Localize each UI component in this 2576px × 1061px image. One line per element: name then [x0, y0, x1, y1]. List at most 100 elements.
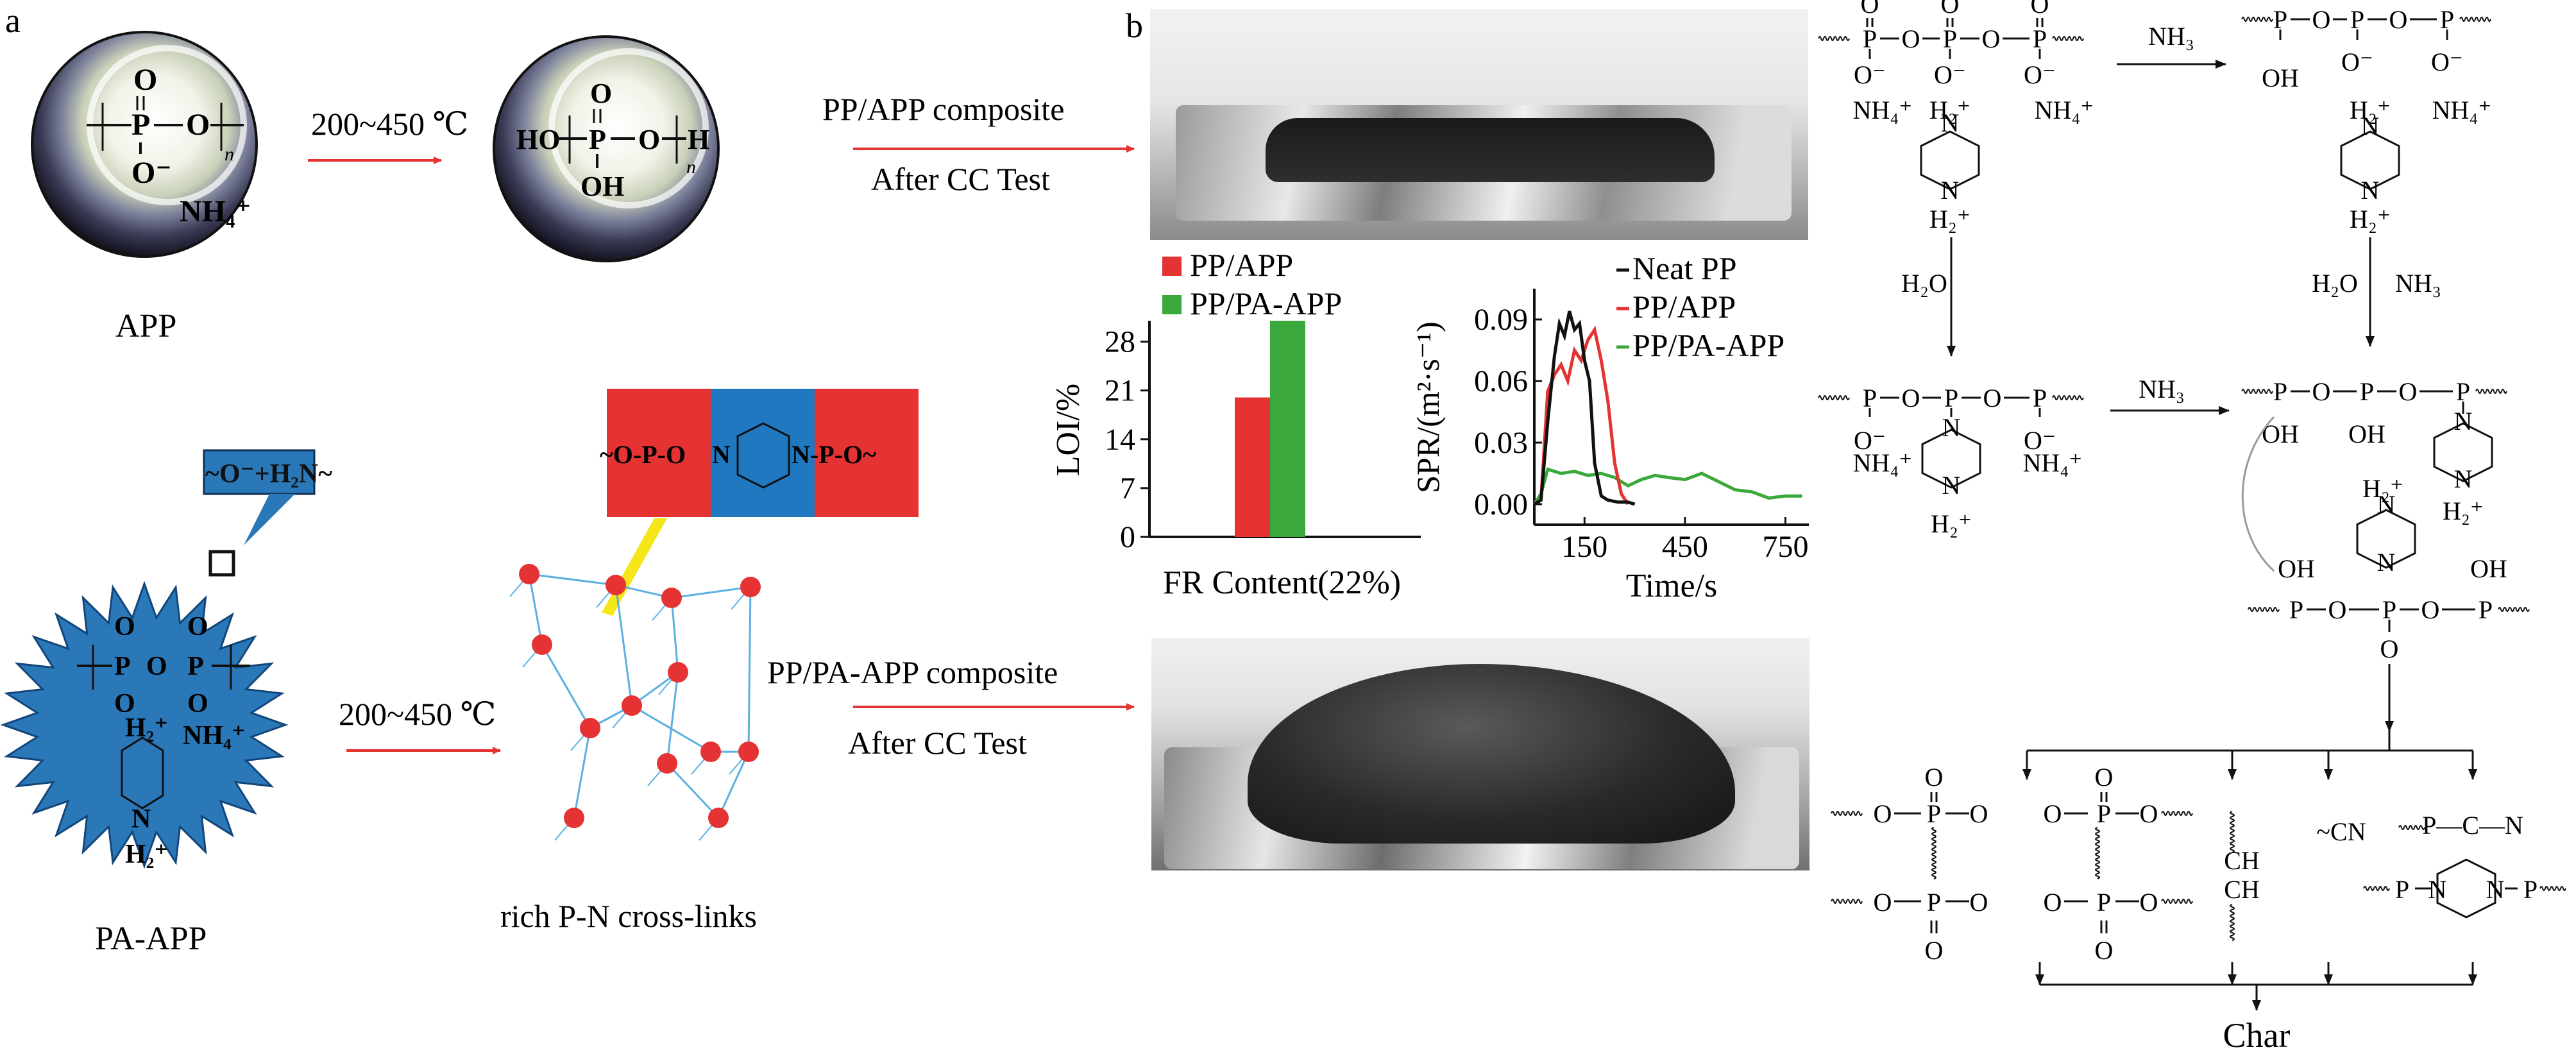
- mech-text: N: [1941, 176, 1960, 205]
- mech-text: N: [2486, 875, 2505, 904]
- svg-text:O: O: [133, 63, 157, 97]
- mech-wavy: [2459, 17, 2491, 22]
- line-y-tick-label: 0.06: [1474, 364, 1528, 398]
- bar-legend-swatch: [1162, 295, 1182, 314]
- app-heated-sphere: [493, 35, 720, 262]
- mech-text: N: [2428, 875, 2447, 904]
- line-legend-label: Neat PP: [1632, 250, 1737, 286]
- char-layer: [1266, 118, 1715, 182]
- network-edge: [670, 597, 679, 673]
- oxygen: O: [2399, 377, 2418, 406]
- mech-nh3-label: NH₃: [2139, 375, 2185, 403]
- panel-b-label: b: [1126, 6, 1143, 45]
- piperazine-ring: [2433, 422, 2493, 482]
- bar-pp-pa-app: [1270, 321, 1305, 537]
- mech-wavy: [2052, 395, 2084, 400]
- spr-line-chart: 0.00 0.03 0.06 0.09 150 450 750 SPR/(m²·s⁻¹) Tim…: [1410, 250, 1809, 604]
- network-edge: [666, 672, 679, 764]
- mech-text: H₂⁺: [2350, 96, 2391, 124]
- pa-app-label: PA-APP: [95, 921, 207, 957]
- mech-wavy: [2241, 17, 2273, 22]
- network-node: [564, 808, 584, 828]
- mech-text: O: [2140, 888, 2158, 917]
- mech-wavy: [2363, 886, 2390, 891]
- heat-label-top: 200~450 ℃: [311, 106, 468, 142]
- mech-text: NH₄⁺: [2432, 96, 2492, 124]
- bar-y-tick-label: 14: [1105, 423, 1135, 457]
- mech-wavy: [2230, 904, 2235, 941]
- top-composite-sub: After CC Test: [871, 161, 1050, 197]
- crosslink-block-mid: [711, 389, 815, 517]
- phosphorus: P: [2456, 377, 2470, 406]
- mech-text: P: [2395, 875, 2409, 904]
- mech-chch-label: CH: [2224, 846, 2260, 875]
- bar-y-axis-label: LOI/%: [1050, 384, 1087, 476]
- mech-text: N: [1941, 108, 1960, 137]
- phosphorus: P: [2273, 377, 2287, 406]
- mech-cn-label: ~CN: [2316, 817, 2366, 846]
- svg-text:O: O: [187, 689, 208, 718]
- pp-pa-app-char-photo: [1151, 638, 1809, 870]
- svg-text:P: P: [589, 124, 606, 155]
- network-node: [622, 695, 642, 716]
- callout-box: [203, 449, 316, 495]
- network-edge: [671, 586, 751, 599]
- oxygen: O: [2328, 595, 2347, 624]
- bar-legend-label: PP/PA-APP: [1190, 285, 1342, 321]
- phosphorus: P: [2479, 595, 2493, 624]
- mech-text: O: [1925, 936, 1944, 965]
- mech-text: NH₄⁺: [2023, 448, 2083, 477]
- line-legend-label: PP/APP: [1632, 289, 1736, 325]
- series-pp-pa-app: [1532, 467, 1802, 505]
- mech-text: H₂⁺: [1931, 509, 1972, 538]
- svg-text:NH₄⁺: NH₄⁺: [180, 194, 251, 228]
- mech-text: O: [2044, 799, 2062, 828]
- callout-target: [208, 550, 235, 577]
- mech-text: OH: [2278, 554, 2315, 583]
- mech-text: O⁻: [2024, 60, 2056, 89]
- network-node: [657, 753, 677, 774]
- phosphorus: P: [1863, 24, 1877, 53]
- mech-text: P: [2097, 888, 2111, 917]
- svg-text:H₂⁺: H₂⁺: [125, 713, 168, 743]
- phosphorus: P: [1944, 384, 1958, 412]
- svg-text:P: P: [131, 108, 150, 142]
- oxygen: O: [1902, 24, 1920, 53]
- mech-wavy: [1931, 827, 1936, 879]
- mech-wavy: [2398, 825, 2425, 830]
- oxygen: O: [1982, 24, 2001, 53]
- oxygen: O: [1861, 0, 1879, 19]
- line-legend-label: PP/PA-APP: [1632, 327, 1784, 363]
- mech-text: P: [1927, 888, 1941, 917]
- mech-text: N: [2377, 490, 2396, 519]
- mech-wavy: [2248, 607, 2280, 612]
- mech-text: O: [1970, 888, 1988, 917]
- phosphorus: P: [1943, 24, 1957, 53]
- mech-text: N: [2454, 407, 2473, 436]
- oxygen: O: [2031, 0, 2049, 19]
- mech-text: O: [1970, 799, 1988, 828]
- app-label: APP: [115, 308, 176, 344]
- mech-text: N: [2454, 464, 2473, 493]
- phosphorus: P: [2289, 595, 2303, 624]
- bottom-composite-label: PP/PA-APP composite: [767, 654, 1058, 690]
- mech-nh3-label: NH₃: [2148, 22, 2194, 51]
- mech-text: O⁻: [1934, 60, 1966, 89]
- network-edge: [529, 573, 616, 586]
- svg-text:O: O: [146, 652, 167, 681]
- svg-text:NH₄⁺: NH₄⁺: [183, 721, 246, 751]
- svg-text:n: n: [225, 144, 234, 165]
- mech-wavy: [1818, 36, 1850, 41]
- mech-text: O⁻: [2341, 47, 2373, 76]
- mech-text: H₂⁺: [1929, 205, 1970, 233]
- mech-text: O: [1874, 799, 1892, 828]
- mech-text: O⁻: [2024, 426, 2056, 455]
- panel-a-label: a: [5, 1, 21, 40]
- line-y-axis-label: SPR/(m²·s⁻¹): [1410, 321, 1446, 493]
- svg-text:O: O: [187, 612, 208, 641]
- piperazine-ring: [2356, 509, 2416, 569]
- mech-text: O: [1874, 888, 1892, 917]
- mech-text: N: [1942, 413, 1961, 442]
